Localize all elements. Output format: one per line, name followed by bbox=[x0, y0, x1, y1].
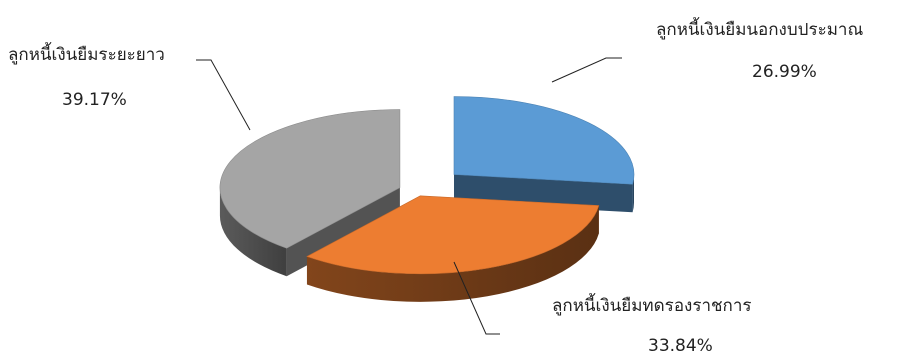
leader-line-longterm bbox=[196, 59, 251, 131]
slice-offbudget-top bbox=[453, 96, 635, 185]
slice-advance-rim-0 bbox=[306, 205, 599, 302]
slice-value-offbudget: 26.99% bbox=[752, 62, 817, 82]
slice-advance bbox=[306, 195, 600, 302]
leader-line-offbudget bbox=[551, 57, 622, 83]
slice-label-longterm: ลูกหนี้เงินยืมระยะยาว bbox=[8, 45, 165, 65]
slice-value-advance: 33.84% bbox=[648, 336, 713, 356]
slice-offbudget bbox=[453, 96, 635, 213]
slice-longterm-rim-0 bbox=[219, 187, 287, 277]
slice-advance-top bbox=[306, 195, 600, 275]
slice-label-offbudget: ลูกหนี้เงินยืมนอกงบประมาณ bbox=[656, 20, 864, 40]
leader-line-advance bbox=[453, 261, 500, 335]
slice-label-advance: ลูกหนี้เงินยืมทดรองราชการ bbox=[552, 296, 752, 316]
slice-longterm-top bbox=[219, 109, 401, 249]
slice-value-longterm: 39.17% bbox=[62, 90, 127, 110]
